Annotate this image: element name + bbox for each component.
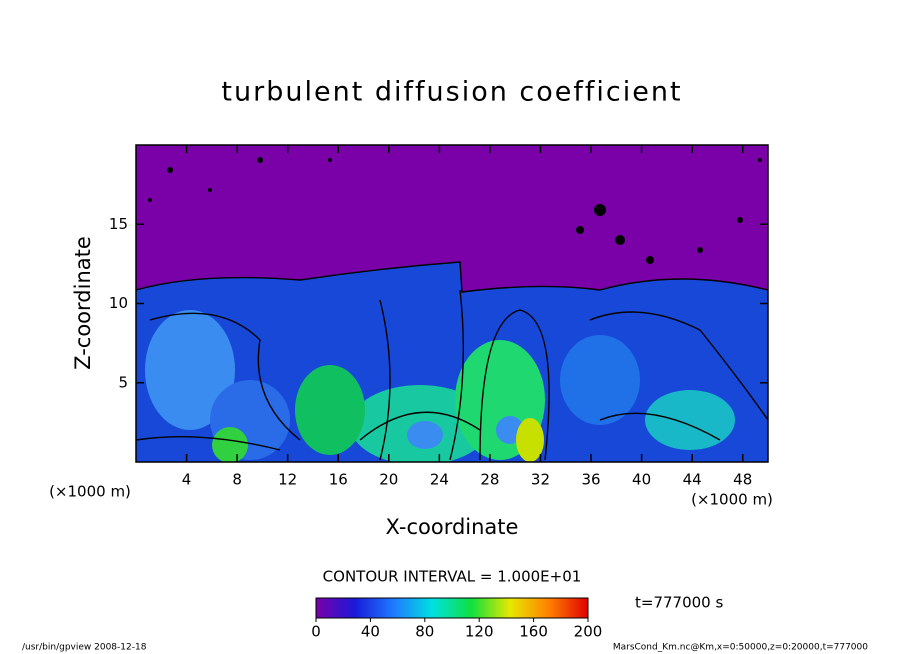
chart-title: turbulent diffusion coefficient [221, 77, 682, 108]
x-tick-label: 12 [278, 471, 297, 489]
x-tick-label: 40 [632, 471, 651, 489]
colorbar [315, 597, 589, 619]
footer-right: MarsCond_Km.nc@Km,x=0:50000,z=0:20000,t=… [613, 643, 868, 653]
x-tick-label: 16 [329, 471, 348, 489]
y-axis-label: Z-coordinate [71, 236, 95, 370]
x-unit-label: (×1000 m) [691, 491, 773, 509]
x-tick-label: 20 [379, 471, 398, 489]
y-tick-label: 5 [118, 373, 128, 391]
colorbar-tick-label: 120 [465, 623, 494, 641]
y-tick-label: 15 [109, 215, 128, 233]
colorbar-tick-label: 160 [519, 623, 548, 641]
colorbar-tick-label: 0 [311, 623, 321, 641]
x-tick-label: 8 [232, 471, 242, 489]
x-tick-label: 24 [430, 471, 449, 489]
x-tick-label: 36 [581, 471, 600, 489]
time-label: t=777000 s [635, 594, 723, 612]
y-tick-label: 10 [109, 294, 128, 312]
colorbar-tick-label: 40 [361, 623, 380, 641]
contour-field [136, 145, 768, 462]
footer-left: /usr/bin/gpview 2008-12-18 [22, 643, 147, 653]
x-unit-label: (×1000 m) [49, 483, 131, 501]
x-tick-label: 28 [480, 471, 499, 489]
contour-interval: CONTOUR INTERVAL = 1.000E+01 [323, 568, 582, 586]
x-axis-label: X-coordinate [386, 515, 519, 539]
x-tick-label: 32 [531, 471, 550, 489]
colorbar-tick-label: 200 [574, 623, 603, 641]
x-tick-label: 4 [182, 471, 192, 489]
x-tick-label: 44 [683, 471, 702, 489]
colorbar-tick-label: 80 [415, 623, 434, 641]
x-tick-label: 48 [733, 471, 752, 489]
